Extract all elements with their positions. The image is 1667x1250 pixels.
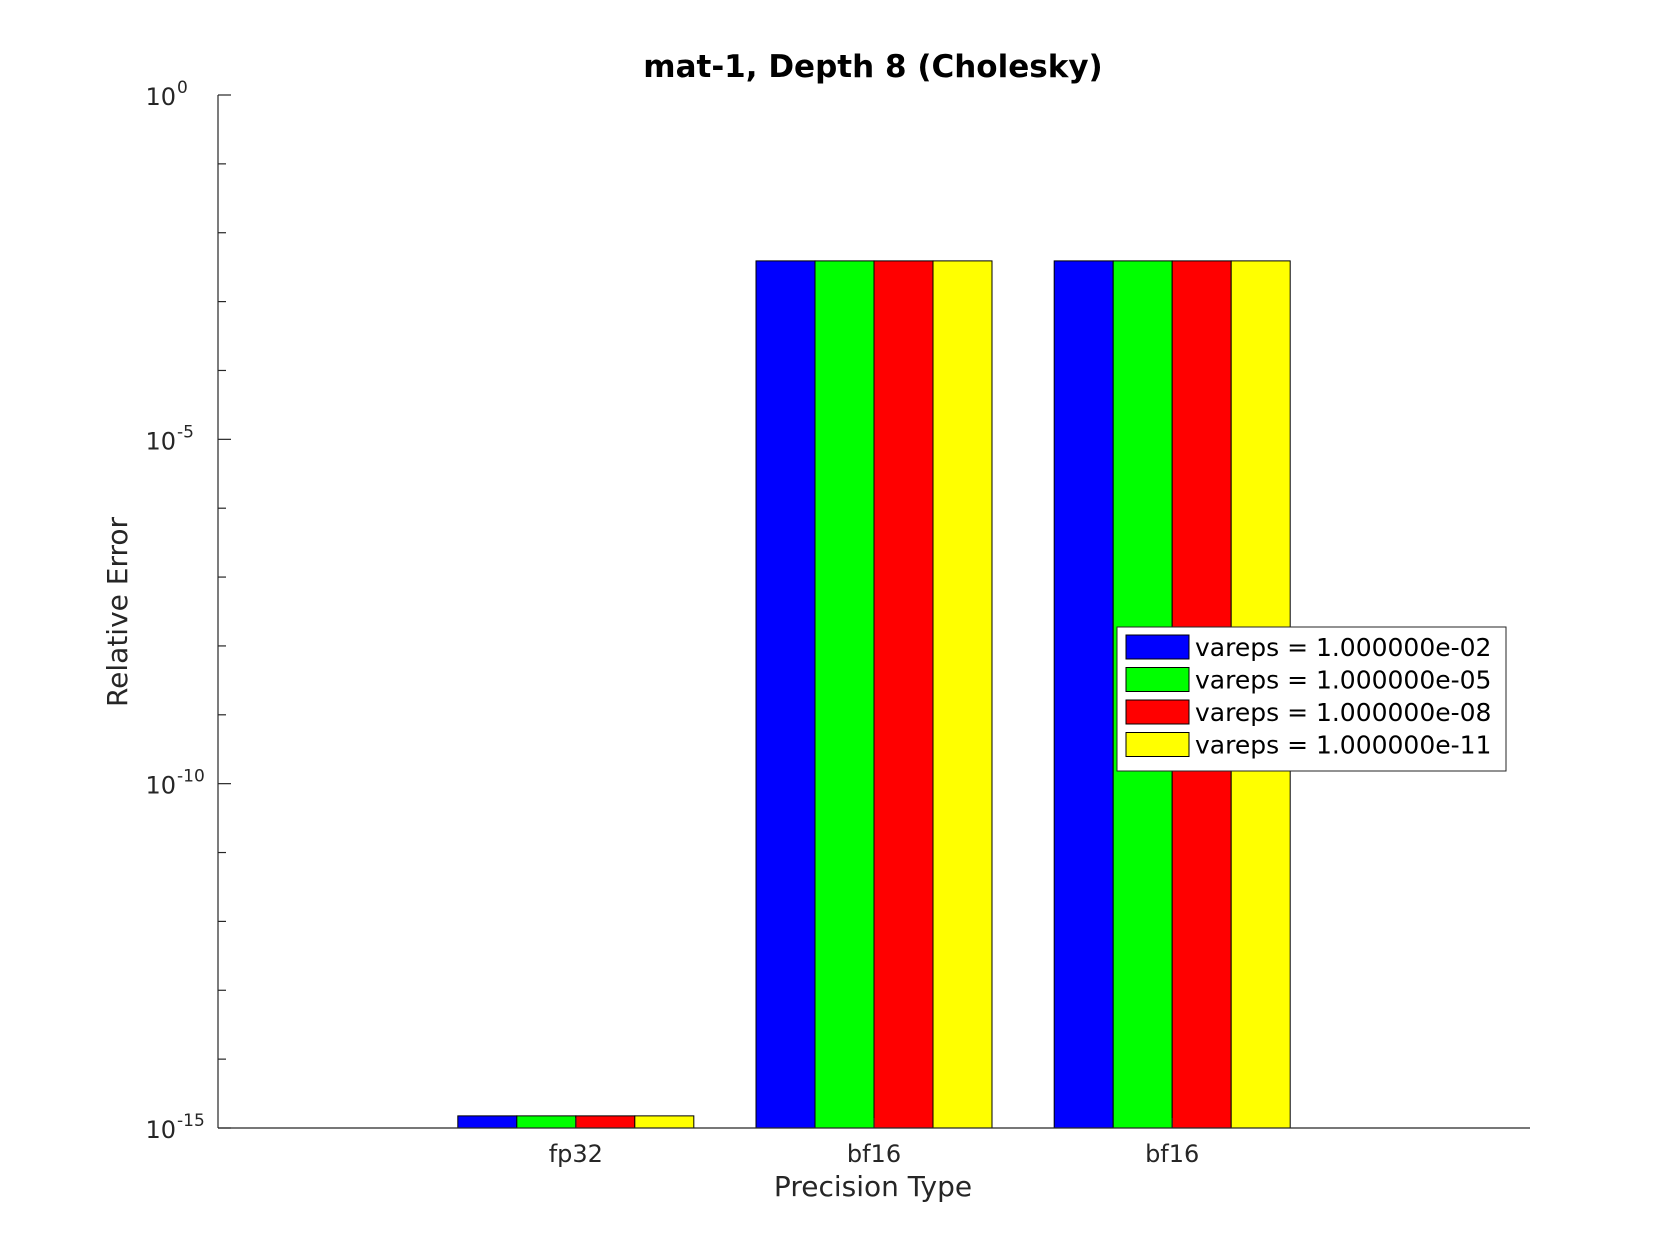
x-tick-label: bf16 bbox=[1145, 1140, 1199, 1168]
y-tick-exponent: 0 bbox=[177, 78, 188, 98]
legend-label-0: vareps = 1.000000e-02 bbox=[1195, 633, 1491, 662]
y-tick-exponent: -15 bbox=[177, 1111, 205, 1131]
legend-label-1: vareps = 1.000000e-05 bbox=[1195, 666, 1491, 695]
y-tick-label: 10 bbox=[145, 772, 176, 800]
bar-fp32-0-series-2 bbox=[575, 1115, 636, 1129]
bar-fp32-0-series-1 bbox=[516, 1115, 577, 1129]
bar-fp32-0-series-3 bbox=[634, 1115, 695, 1129]
legend-label-2: vareps = 1.000000e-08 bbox=[1195, 698, 1491, 727]
y-tick-label: 10 bbox=[145, 427, 176, 455]
bar-bf16-1-series-3 bbox=[932, 260, 993, 1129]
legend-swatch-1 bbox=[1125, 667, 1190, 692]
y-tick-exponent: -10 bbox=[177, 767, 205, 787]
bar-bf16-1-series-2 bbox=[873, 260, 934, 1129]
legend-swatch-3 bbox=[1125, 732, 1190, 757]
x-tick-label: fp32 bbox=[549, 1140, 603, 1168]
legend: vareps = 1.000000e-02 vareps = 1.000000e-… bbox=[1116, 626, 1507, 772]
bar-bf16-1-series-0 bbox=[755, 260, 816, 1129]
y-tick-label: 10 bbox=[145, 83, 176, 111]
bar-fp32-0-series-0 bbox=[457, 1115, 518, 1129]
legend-swatch-2 bbox=[1125, 699, 1190, 725]
y-axis-label: Relative Error bbox=[101, 516, 134, 707]
bar-bf16-1-series-1 bbox=[814, 260, 875, 1129]
y-tick-label: 10 bbox=[145, 1116, 176, 1144]
y-tick-exponent: -5 bbox=[177, 422, 194, 442]
x-tick-label: bf16 bbox=[847, 1140, 901, 1168]
bar-bf16-2-series-0 bbox=[1053, 260, 1114, 1129]
chart-title: mat-1, Depth 8 (Cholesky) bbox=[643, 49, 1102, 85]
x-axis-label: Precision Type bbox=[774, 1170, 972, 1203]
legend-label-3: vareps = 1.000000e-11 bbox=[1195, 731, 1491, 760]
legend-swatch-0 bbox=[1125, 634, 1190, 660]
